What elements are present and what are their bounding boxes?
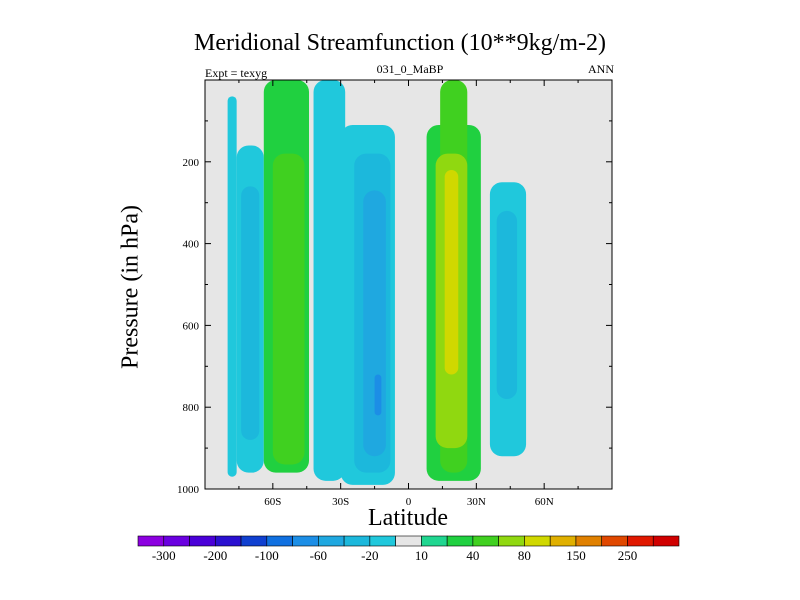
contour-region-2 [241,186,260,440]
colorbar-label: 40 [466,548,479,563]
y-tick-label: 200 [183,157,200,169]
contour-region-14 [444,169,459,375]
contour-region-10 [399,80,418,489]
colorbar-swatch [163,535,190,547]
colorbar-swatch [137,535,165,547]
colorbar-label: 10 [415,548,428,563]
colorbar-swatch [498,535,525,547]
colorbar-label: 250 [618,548,638,563]
colorbar-swatch [240,535,268,547]
contour-layer [227,80,527,489]
y-tick-label: 1000 [177,484,200,496]
colorbar-label: -20 [361,548,378,563]
colorbar-label: -60 [310,548,327,563]
colorbar-swatch [266,535,293,547]
colorbar-swatch [524,535,551,547]
contour-region-9 [374,374,382,416]
colorbar-label: 80 [518,548,531,563]
colorbar-label: 150 [566,548,586,563]
colorbar-swatch [549,535,577,547]
colorbar-swatch [421,535,448,547]
colorbar-swatch [627,535,654,547]
colorbar-swatch [343,535,371,547]
contour-region-8 [363,190,386,457]
colorbar-swatch [472,535,499,547]
colorbar: -300 -200 -100 -60 -20 10 40 80 150 250 [137,535,680,563]
contour-region-4 [272,153,305,465]
x-tick-label: 60N [535,496,554,508]
case-label: 031_0_MaBP [376,62,444,76]
x-tick-label: 30S [332,496,349,508]
axes: 60S 30S 0 30N 60N 200 400 600 800 1000 [177,80,612,508]
colorbar-label: -300 [152,548,176,563]
y-tick-label: 400 [183,239,200,251]
x-axis-label: Latitude [368,505,448,531]
colorbar-swatch [369,535,396,547]
colorbar-label: -100 [255,548,279,563]
contour-region-5 [313,80,346,481]
y-tick-label: 800 [183,402,200,414]
y-tick-label: 600 [183,320,200,332]
colorbar-swatch [575,535,603,547]
chart-title: Meridional Streamfunction (10**9kg/m-2) [194,30,606,56]
colorbar-swatch [652,535,680,547]
colorbar-swatch [189,535,216,547]
experiment-label: Expt = texyg [205,66,268,80]
season-label: ANN [588,62,614,76]
colorbar-swatch [292,535,319,547]
colorbar-label: -200 [203,548,227,563]
contour-region-16 [496,210,518,400]
colorbar-swatch [318,535,345,547]
x-tick-label: 0 [406,496,412,508]
colorbar-swatch [214,535,242,547]
x-tick-label: 60S [264,496,281,508]
contour-region-0 [227,96,237,477]
x-tick-label: 30N [467,496,486,508]
colorbar-swatch [601,535,628,547]
colorbar-swatch [395,535,422,547]
colorbar-swatch [446,535,474,547]
